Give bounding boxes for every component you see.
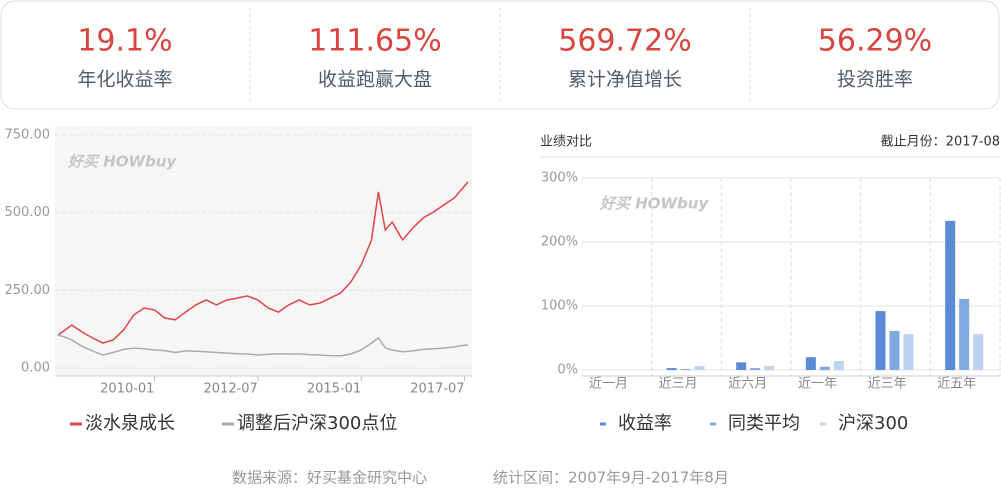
stat-label: 累计净值增长: [568, 69, 682, 91]
chart-title: 业绩对比: [540, 135, 592, 150]
x-tick-label: 2017-07: [410, 382, 464, 397]
legend-label: 同类平均: [728, 413, 800, 434]
bar: [959, 298, 970, 370]
y-tick-label: 100%: [541, 299, 578, 314]
y-tick-label: 200%: [541, 235, 578, 250]
x-tick-label: 2015-01: [307, 382, 361, 397]
chart-subtitle: 截止月份：2017-08: [881, 135, 1000, 150]
x-tick-label: 近三年: [868, 377, 907, 392]
stat-label: 投资胜率: [837, 69, 913, 91]
stat-value: 111.65%: [308, 24, 441, 59]
x-tick-label: 2010-01: [100, 382, 154, 397]
y-tick-label: 250.00: [5, 283, 51, 298]
line: [57, 181, 469, 344]
bar: [736, 362, 747, 370]
y-tick-label: 0.00: [21, 361, 50, 376]
stat-value: 569.72%: [558, 24, 691, 59]
x-tick-label: 近一年: [798, 377, 837, 392]
legend-label: 淡水泉成长: [85, 413, 175, 434]
y-tick-label: 0%: [557, 363, 578, 378]
x-tick-label: 近六月: [728, 377, 767, 392]
bar: [750, 368, 761, 370]
legend-label: 收益率: [618, 413, 672, 434]
bar: [764, 366, 775, 370]
line: [57, 334, 469, 357]
stat-label: 收益跑赢大盘: [318, 69, 432, 91]
bar: [805, 357, 816, 370]
bar: [973, 334, 984, 370]
stat-label: 年化收益率: [77, 69, 172, 91]
x-tick-label: 2012-07: [204, 382, 258, 397]
bar: [680, 369, 691, 370]
legend-label: 调整后沪深300点位: [237, 413, 397, 434]
x-tick-label: 近三月: [659, 377, 698, 392]
y-tick-label: 300%: [541, 171, 578, 186]
legend-label: 沪深300: [838, 413, 908, 434]
bar: [889, 330, 900, 370]
bar: [694, 366, 705, 370]
y-tick-label: 750.00: [5, 128, 51, 143]
bar: [903, 334, 914, 370]
plot-background: [55, 126, 472, 376]
footer-source: 数据来源：好买基金研究中心: [232, 469, 427, 487]
bar: [875, 311, 886, 370]
footer-period: 统计区间：2007年9月-2017年8月: [493, 469, 729, 487]
stat-value: 19.1%: [77, 24, 172, 59]
watermark: 好买 HOWbuy: [599, 195, 709, 213]
x-tick-label: 近五年: [937, 377, 976, 392]
stat-value: 56.29%: [818, 24, 932, 59]
bar: [945, 220, 956, 370]
bar: [833, 361, 844, 370]
bar: [819, 366, 830, 370]
bar: [666, 368, 677, 370]
watermark: 好买 HOWbuy: [67, 153, 177, 171]
x-tick-label: 近一月: [589, 377, 628, 392]
y-tick-label: 500.00: [5, 205, 51, 220]
